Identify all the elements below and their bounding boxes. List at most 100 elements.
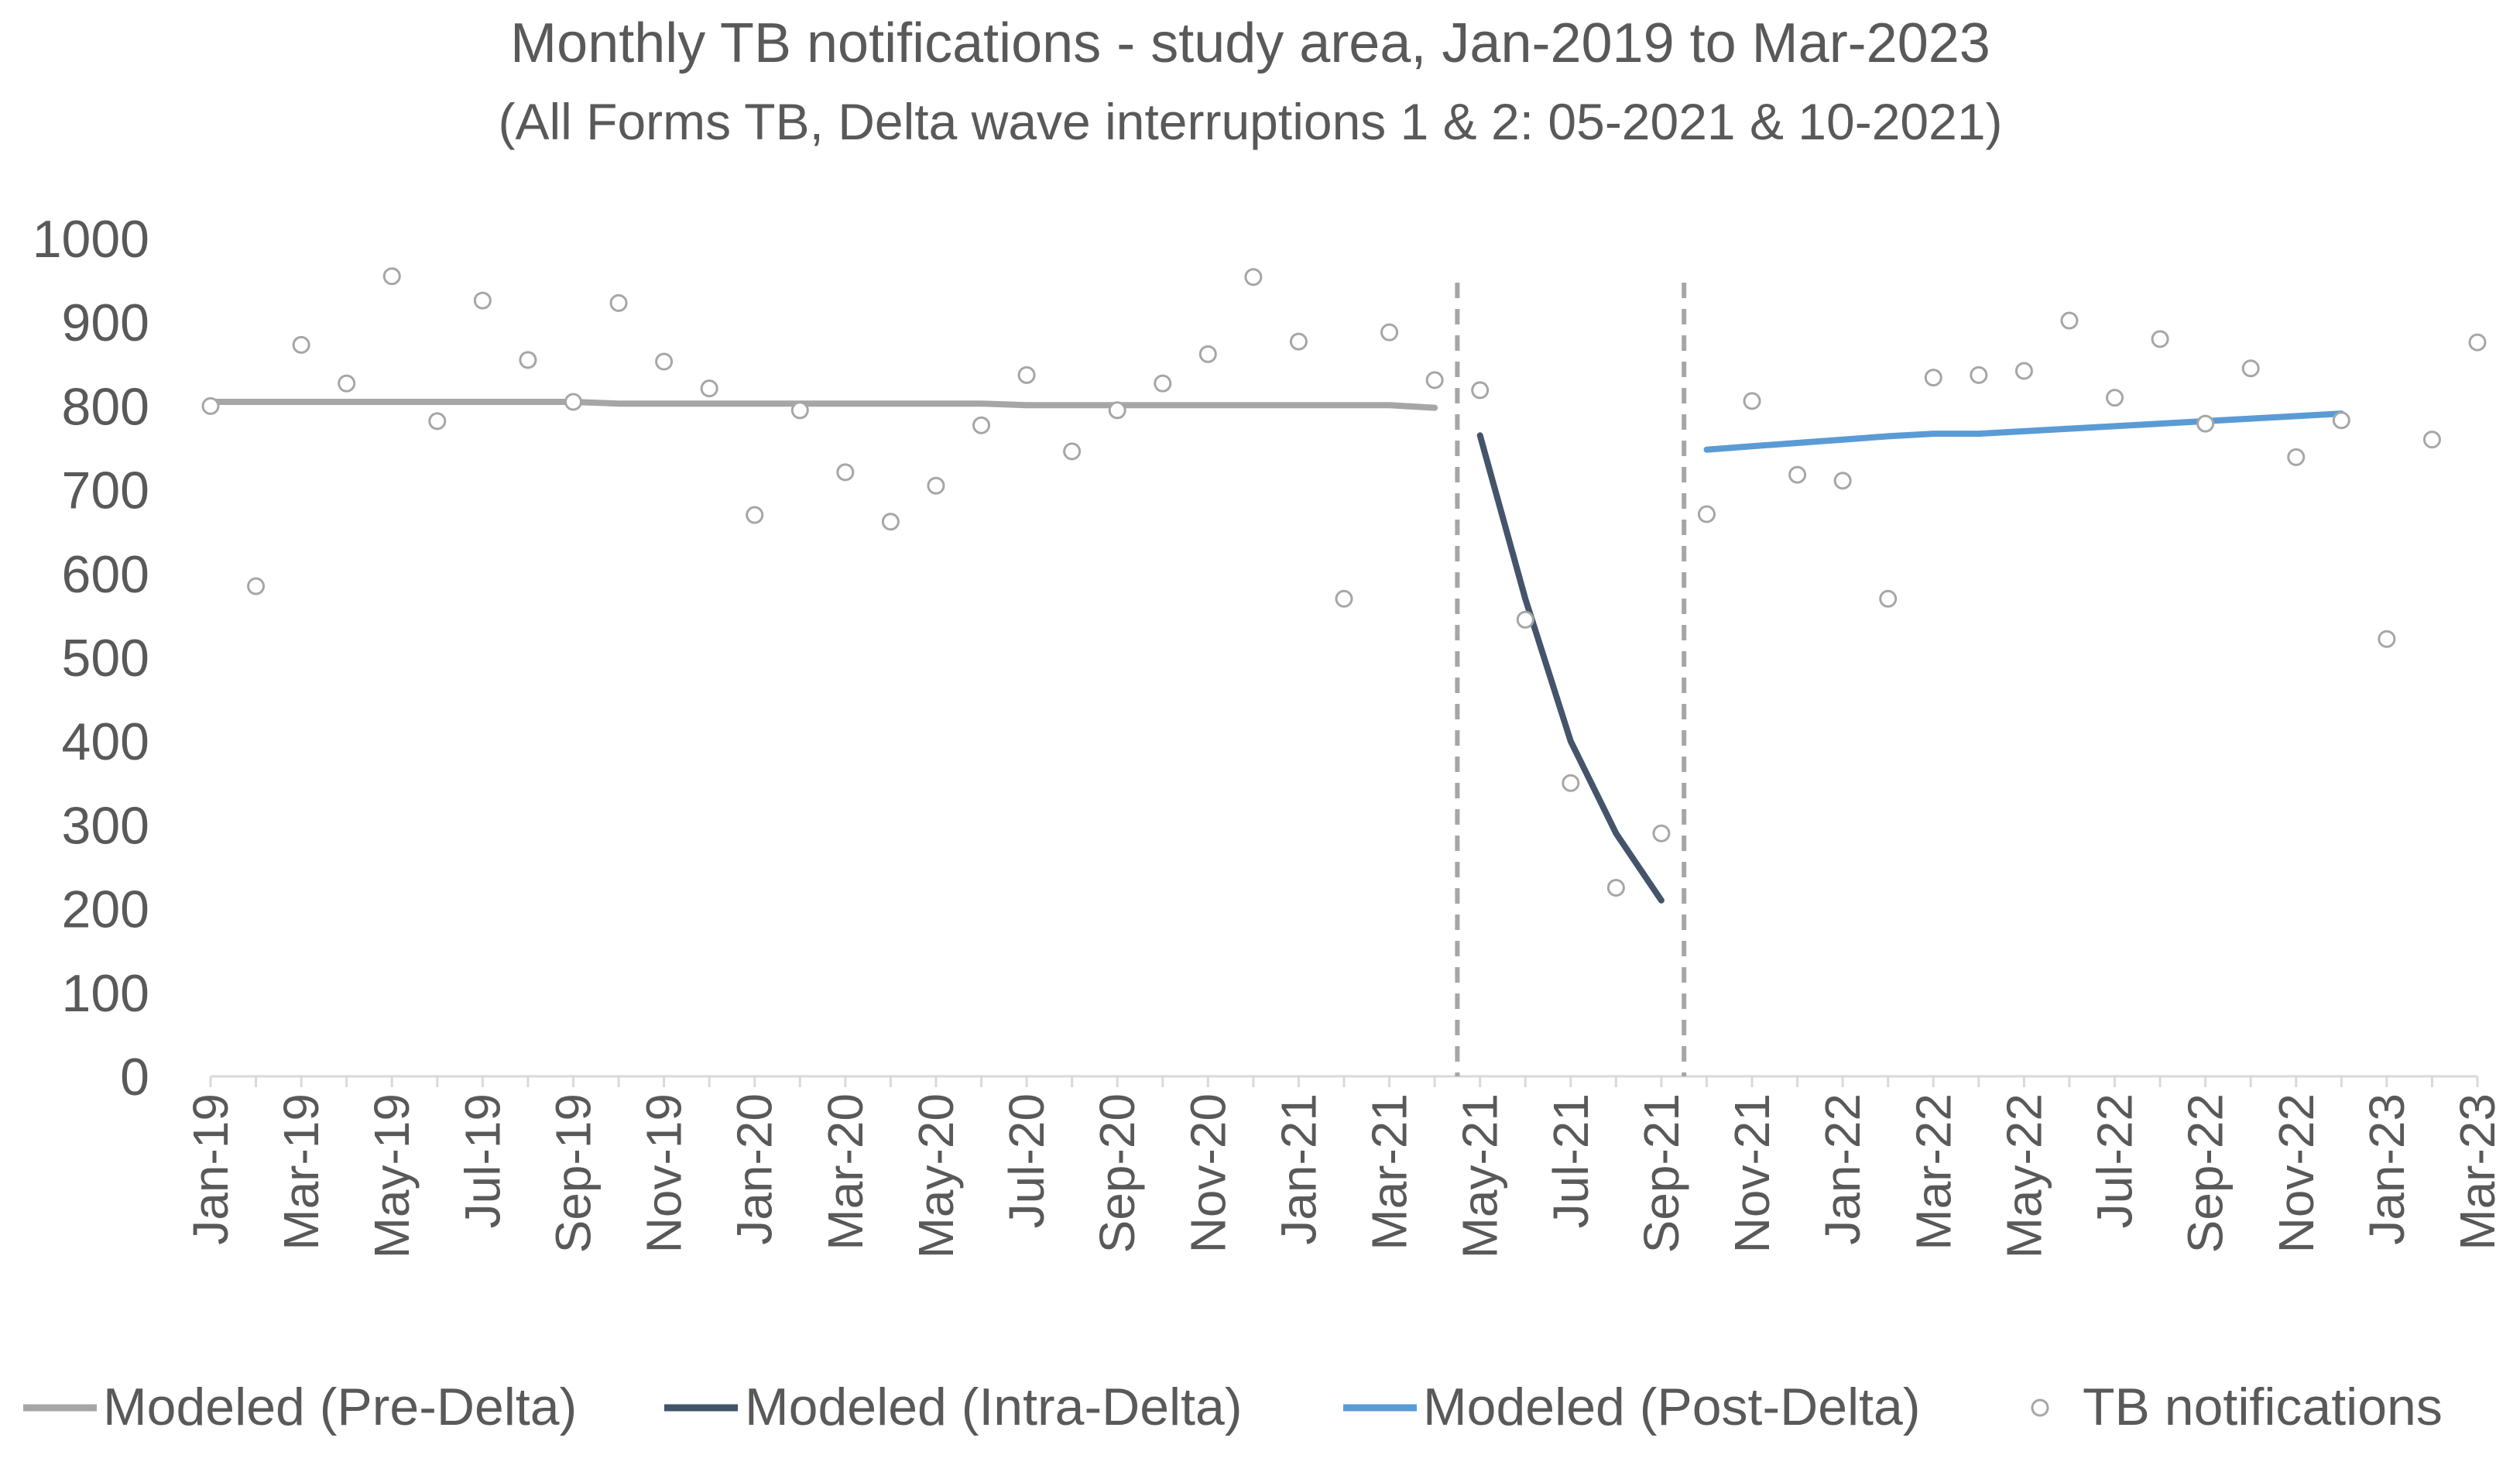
y-axis-ticks: 0 100 200 300 400 500 600 700 800 900 1000 [33, 210, 149, 1107]
x-tick-label: Jan-23 [2359, 1093, 2415, 1245]
data-point [1833, 472, 1852, 490]
y-tick-label: 400 [62, 712, 149, 771]
x-tick-label: Jan-19 [183, 1093, 238, 1245]
x-tick-label: Jan-21 [1270, 1093, 1326, 1245]
series-line-modeled-intra-delta [1476, 432, 1665, 904]
x-tick-label: Mar-22 [1905, 1093, 1961, 1251]
data-point [790, 401, 809, 420]
data-point [2014, 362, 2033, 380]
x-tick-label: Nov-20 [1180, 1093, 1236, 1253]
data-point [428, 412, 447, 431]
data-point [1970, 365, 1988, 384]
data-point [1108, 401, 1126, 420]
data-point [1154, 374, 1172, 393]
x-tick-label: May-20 [908, 1093, 964, 1258]
data-point [655, 352, 674, 371]
x-tick-label: May-22 [1996, 1093, 2052, 1258]
data-point [201, 396, 220, 415]
data-point [1289, 332, 1308, 351]
data-point [1244, 268, 1263, 287]
data-point [1516, 610, 1534, 629]
x-tick-label: Mar-20 [818, 1093, 873, 1251]
y-tick-label: 700 [62, 462, 149, 520]
data-point [564, 393, 582, 411]
data-point [1017, 365, 1036, 384]
data-point [746, 506, 764, 524]
x-tick-label: Jan-22 [1815, 1093, 1870, 1245]
series-line-modeled-post-delta [1703, 410, 2345, 453]
y-tick-label: 600 [62, 545, 149, 604]
data-point [1562, 774, 1580, 792]
x-tick-label: Jul-19 [454, 1093, 510, 1228]
interruption-dividers [1455, 283, 1687, 1076]
data-point [2151, 330, 2169, 348]
y-tick-label: 200 [62, 880, 149, 939]
data-point [1606, 879, 1625, 897]
data-point [1198, 345, 1217, 363]
x-tick-label: Jul-22 [2087, 1093, 2143, 1228]
data-point [247, 577, 266, 595]
x-axis [209, 1075, 2479, 1087]
data-point [927, 476, 945, 495]
data-point [1652, 824, 1671, 842]
data-point [2287, 448, 2306, 466]
data-point [1924, 369, 1942, 387]
data-point [836, 463, 855, 482]
legend-label: TB notifications [2083, 1378, 2443, 1436]
series-layer [201, 267, 2487, 904]
legend: Modeled (Pre-Delta) Modeled (Intra-Delta)… [23, 1378, 2443, 1436]
data-point [2241, 359, 2260, 378]
x-tick-label: Nov-22 [2268, 1093, 2324, 1253]
x-tick-label: Jan-20 [727, 1093, 783, 1245]
legend-label: Modeled (Intra-Delta) [745, 1378, 1242, 1436]
y-tick-label: 900 [62, 293, 149, 352]
chart-subtitle: (All Forms TB, Delta wave interruptions … [498, 93, 2002, 150]
x-tick-label: Sep-20 [1089, 1093, 1145, 1253]
y-tick-label: 800 [62, 377, 149, 436]
data-point [2196, 414, 2215, 433]
data-point [1743, 392, 1761, 410]
data-point [1879, 589, 1898, 608]
x-tick-label: Sep-22 [2178, 1093, 2234, 1253]
x-tick-label: Jul-21 [1543, 1093, 1599, 1228]
data-point [473, 291, 492, 310]
x-axis-tick-labels: Jan-19 Mar-19 May-19 Jul-19 Sep-19 Nov-19 Jan-… [183, 1093, 2505, 1258]
x-tick-label: May-21 [1452, 1093, 1508, 1258]
x-tick-label: Mar-21 [1362, 1093, 1418, 1251]
x-tick-label: Mar-23 [2450, 1093, 2505, 1251]
x-tick-label: May-19 [364, 1093, 420, 1258]
data-point [2378, 630, 2396, 648]
x-tick-label: Sep-21 [1634, 1093, 1689, 1253]
x-tick-label: Sep-19 [545, 1093, 601, 1253]
x-tick-label: Nov-21 [1724, 1093, 1780, 1253]
y-tick-label: 500 [62, 629, 149, 688]
data-point [1335, 589, 1353, 608]
data-point [609, 293, 628, 312]
data-point [1471, 381, 1490, 400]
data-point [338, 374, 356, 393]
data-point [2422, 431, 2441, 449]
data-point [1788, 465, 1807, 484]
data-point [881, 513, 900, 531]
data-point [972, 416, 991, 434]
y-tick-label: 100 [62, 964, 149, 1023]
data-point [2060, 311, 2079, 330]
x-tick-label: Nov-19 [636, 1093, 692, 1253]
data-point [1425, 371, 1444, 389]
data-point [2332, 411, 2350, 430]
legend-swatch [2031, 1398, 2049, 1417]
y-tick-label: 0 [120, 1048, 149, 1107]
data-point [1063, 442, 1082, 461]
data-point [2468, 333, 2487, 352]
data-point [1380, 323, 1399, 341]
y-tick-label: 1000 [33, 210, 149, 269]
data-point [292, 335, 310, 354]
chart-title: Monthly TB notifications - study area, J… [510, 12, 1990, 74]
data-point [382, 267, 401, 286]
x-tick-label: Mar-19 [273, 1093, 329, 1251]
data-point [519, 351, 537, 369]
data-point [2106, 389, 2124, 407]
series-line-modeled-pre-delta [207, 399, 1438, 411]
legend-label: Modeled (Pre-Delta) [103, 1378, 577, 1436]
